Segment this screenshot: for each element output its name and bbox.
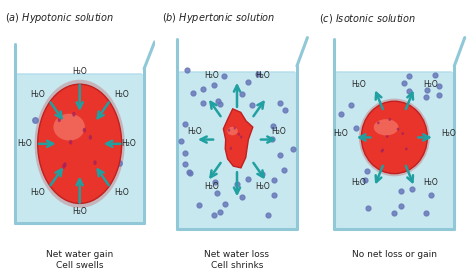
Ellipse shape bbox=[234, 126, 236, 130]
Ellipse shape bbox=[69, 140, 73, 145]
Ellipse shape bbox=[374, 119, 399, 135]
Ellipse shape bbox=[397, 128, 399, 130]
Text: H₂O: H₂O bbox=[114, 90, 129, 99]
Text: H₂O: H₂O bbox=[188, 127, 202, 135]
Ellipse shape bbox=[54, 114, 85, 141]
Text: H₂O: H₂O bbox=[204, 182, 219, 191]
Text: H₂O: H₂O bbox=[17, 139, 32, 148]
Ellipse shape bbox=[82, 128, 86, 133]
Ellipse shape bbox=[89, 135, 92, 140]
Ellipse shape bbox=[62, 164, 65, 169]
Text: H₂O: H₂O bbox=[351, 178, 366, 187]
Ellipse shape bbox=[38, 84, 122, 203]
Ellipse shape bbox=[377, 121, 380, 124]
Text: H₂O: H₂O bbox=[122, 139, 137, 148]
Text: H₂O: H₂O bbox=[30, 188, 45, 197]
Text: No net loss or gain: No net loss or gain bbox=[352, 250, 437, 259]
Ellipse shape bbox=[240, 135, 242, 139]
Text: H₂O: H₂O bbox=[114, 188, 129, 197]
Text: Net water gain
Cell swells: Net water gain Cell swells bbox=[46, 250, 113, 270]
Ellipse shape bbox=[227, 127, 238, 135]
Ellipse shape bbox=[230, 147, 232, 150]
Text: $(a)$ Hypotonic solution: $(a)$ Hypotonic solution bbox=[5, 11, 114, 25]
Ellipse shape bbox=[57, 117, 61, 122]
Text: H₂O: H₂O bbox=[255, 182, 270, 191]
Text: H₂O: H₂O bbox=[204, 71, 219, 80]
Ellipse shape bbox=[361, 101, 427, 174]
Polygon shape bbox=[334, 72, 454, 229]
Ellipse shape bbox=[382, 149, 384, 152]
Text: H₂O: H₂O bbox=[255, 71, 270, 80]
Polygon shape bbox=[15, 74, 144, 222]
Text: H₂O: H₂O bbox=[423, 178, 438, 187]
Polygon shape bbox=[177, 72, 297, 229]
Ellipse shape bbox=[228, 129, 230, 132]
Text: H₂O: H₂O bbox=[333, 129, 348, 138]
Ellipse shape bbox=[35, 80, 125, 208]
Ellipse shape bbox=[389, 118, 391, 121]
Ellipse shape bbox=[64, 162, 67, 167]
Text: $(b)$ Hypertonic solution: $(b)$ Hypertonic solution bbox=[162, 11, 275, 25]
Polygon shape bbox=[223, 109, 253, 168]
Ellipse shape bbox=[381, 150, 383, 153]
Text: H₂O: H₂O bbox=[272, 127, 286, 135]
Ellipse shape bbox=[386, 135, 389, 138]
Text: Net water loss
Cell shrinks: Net water loss Cell shrinks bbox=[204, 250, 270, 270]
Ellipse shape bbox=[401, 132, 404, 135]
Ellipse shape bbox=[72, 112, 75, 117]
Ellipse shape bbox=[359, 99, 430, 176]
Ellipse shape bbox=[93, 160, 97, 165]
Text: H₂O: H₂O bbox=[73, 67, 87, 76]
Text: H₂O: H₂O bbox=[30, 90, 45, 99]
Text: H₂O: H₂O bbox=[441, 129, 456, 138]
Text: H₂O: H₂O bbox=[351, 80, 366, 89]
Text: H₂O: H₂O bbox=[73, 207, 87, 216]
Text: H₂O: H₂O bbox=[423, 80, 438, 89]
Ellipse shape bbox=[237, 133, 240, 136]
Text: $(c)$ Isotonic solution: $(c)$ Isotonic solution bbox=[319, 11, 417, 25]
Ellipse shape bbox=[405, 147, 408, 150]
